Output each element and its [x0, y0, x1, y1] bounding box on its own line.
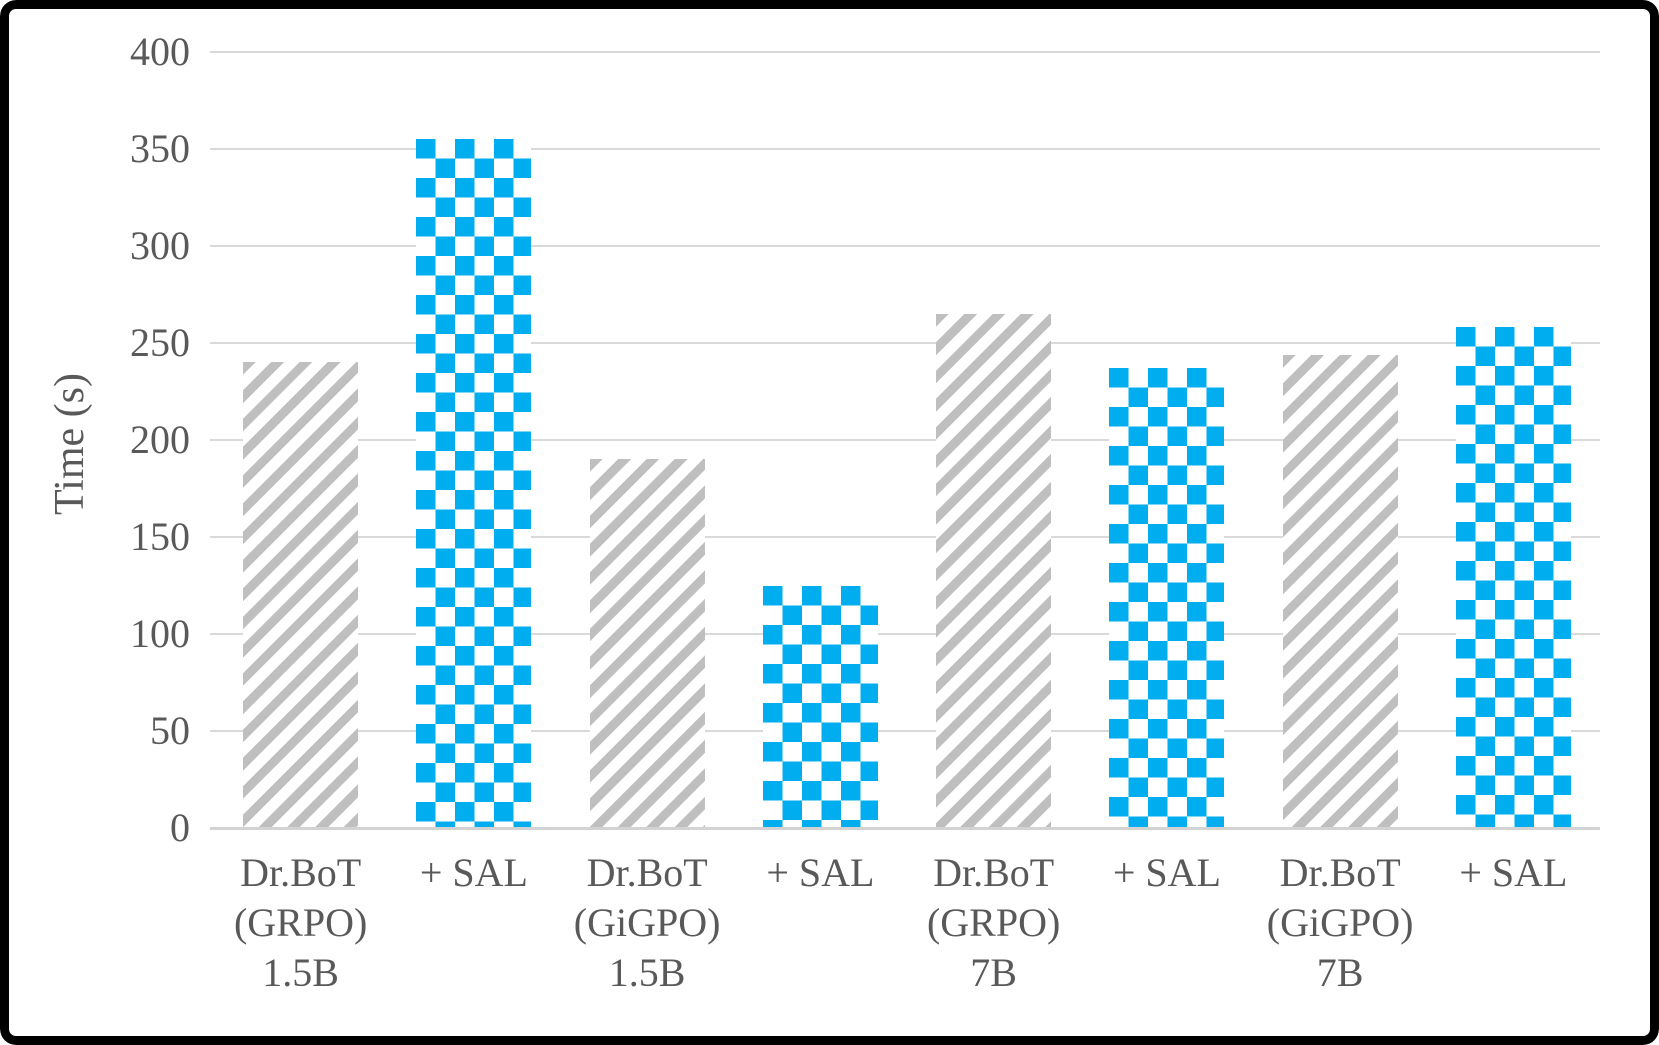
x-category-label-line: + SAL — [419, 850, 528, 895]
gridline — [210, 245, 1600, 247]
y-tick-label: 50 — [150, 708, 190, 753]
bar-sal — [416, 139, 532, 828]
y-tick-label: 0 — [170, 805, 190, 850]
x-category-label-line: (GiGPO) — [1266, 900, 1414, 945]
x-category-label-line: 1.5B — [262, 950, 339, 995]
x-category-label-line: Dr.BoT — [240, 850, 362, 895]
gridline — [210, 439, 1600, 441]
x-category-label-line: Dr.BoT — [933, 850, 1055, 895]
bar-sal — [1109, 368, 1225, 828]
y-tick-label: 250 — [130, 320, 190, 365]
bar-dr-bot-grpo-7b — [936, 313, 1052, 828]
y-tick-label: 350 — [130, 126, 190, 171]
x-category-label-line: + SAL — [1459, 850, 1568, 895]
y-tick-label: 400 — [130, 29, 190, 74]
x-category-label: + SAL — [734, 848, 907, 898]
x-category-label-line: (GRPO) — [926, 900, 1061, 945]
gridline — [210, 536, 1600, 538]
gridline — [210, 342, 1600, 344]
bar-sal — [762, 585, 878, 828]
x-category-label: Dr.BoT (GiGPO) 1.5B — [561, 848, 734, 998]
x-category-label-line: + SAL — [766, 850, 875, 895]
bar-dr-bot-grpo-1-5b — [243, 362, 359, 828]
y-tick-label: 100 — [130, 611, 190, 656]
x-category-label-line: Dr.BoT — [1279, 850, 1401, 895]
gridline — [210, 633, 1600, 635]
x-category-label: Dr.BoT (GiGPO) 7B — [1254, 848, 1427, 998]
x-category-label: + SAL — [387, 848, 560, 898]
y-tick-label: 200 — [130, 417, 190, 462]
x-category-label: Dr.BoT (GRPO) 1.5B — [214, 848, 387, 998]
y-tick-label: 300 — [130, 223, 190, 268]
x-category-label-line: 7B — [1316, 950, 1364, 995]
gridline — [210, 730, 1600, 732]
x-category-label: Dr.BoT (GRPO) 7B — [907, 848, 1080, 998]
x-category-label-line: Dr.BoT — [586, 850, 708, 895]
gridline — [210, 148, 1600, 150]
x-category-label-line: 7B — [970, 950, 1017, 995]
x-category-label-line: 1.5B — [608, 950, 686, 995]
bar-dr-bot-gigpo-1-5b — [589, 459, 705, 828]
x-category-label: + SAL — [1427, 848, 1600, 898]
x-category-label-line: + SAL — [1112, 850, 1221, 895]
y-tick-label: 150 — [130, 514, 190, 559]
x-category-label: + SAL — [1080, 848, 1253, 898]
x-category-label-line: (GiGPO) — [573, 900, 721, 945]
x-axis-line — [210, 827, 1600, 830]
x-category-label-line: (GRPO) — [233, 900, 368, 945]
bar-dr-bot-gigpo-7b — [1282, 354, 1398, 828]
bar-sal — [1455, 327, 1571, 828]
gridline — [210, 51, 1600, 53]
